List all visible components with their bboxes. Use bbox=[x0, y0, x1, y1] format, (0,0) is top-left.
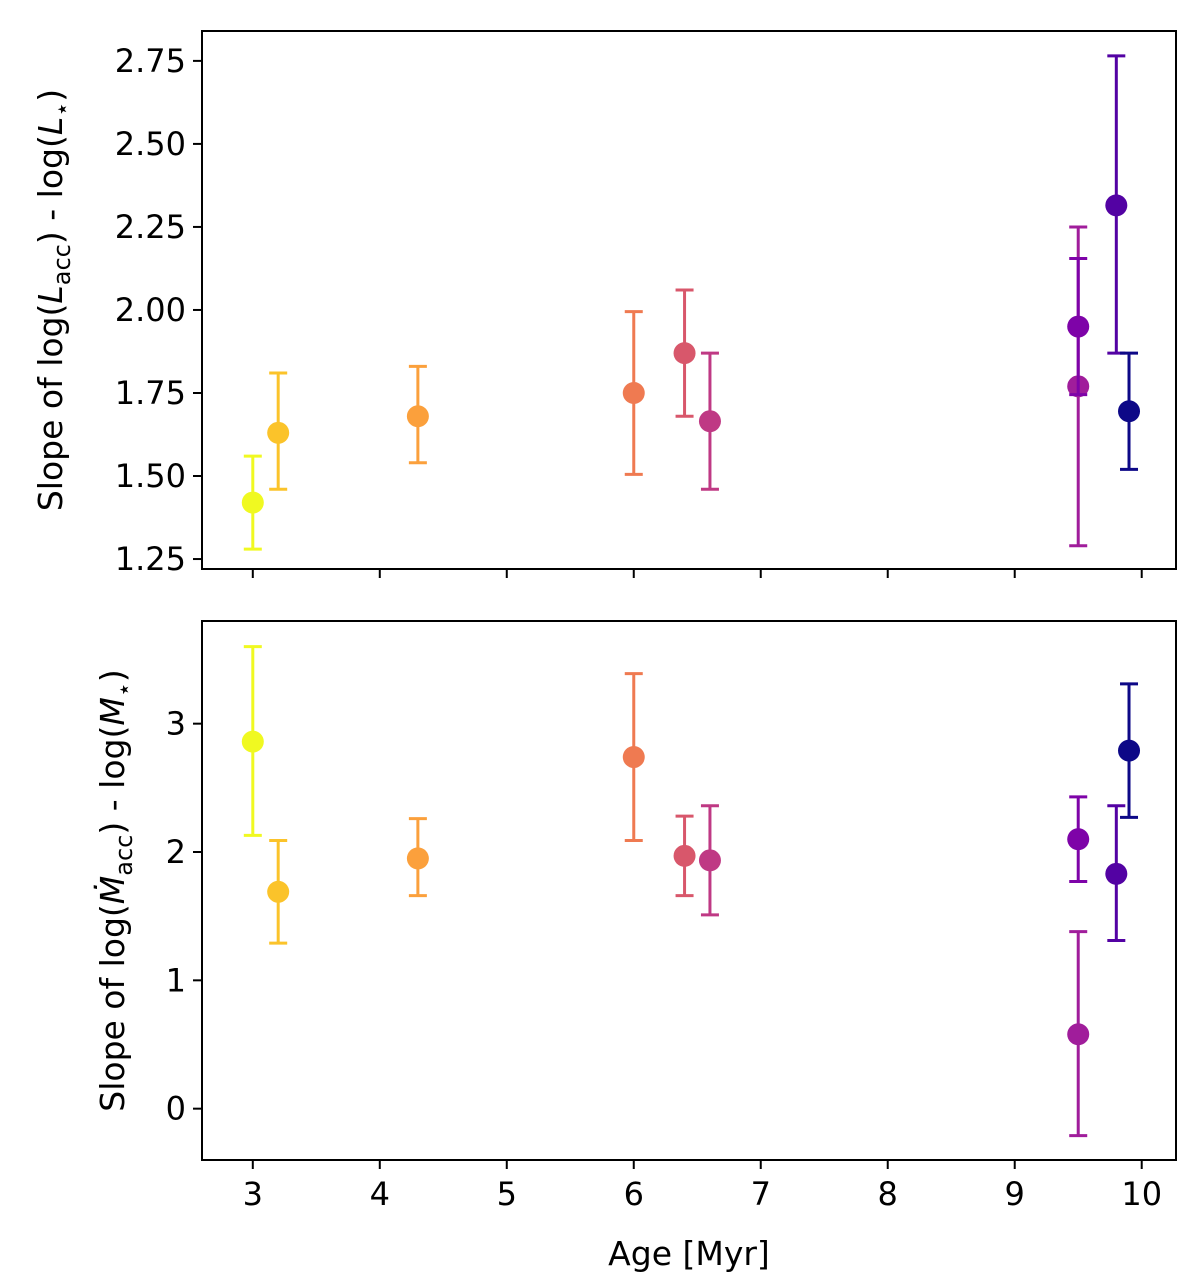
marker bbox=[1067, 315, 1090, 338]
top-panel-frame bbox=[201, 30, 1177, 570]
data-point bbox=[1067, 795, 1090, 884]
marker bbox=[1105, 194, 1128, 217]
data-point bbox=[673, 814, 696, 898]
marker bbox=[1067, 1023, 1090, 1046]
data-point bbox=[267, 838, 290, 945]
data-point bbox=[406, 817, 429, 898]
top-panel-marks bbox=[241, 54, 1141, 551]
x-tick-label: 7 bbox=[751, 1175, 771, 1213]
data-point bbox=[1105, 54, 1128, 355]
bottom-panel-y-ticks: 0 1 2 3 bbox=[166, 705, 202, 1128]
marker bbox=[673, 844, 696, 867]
data-point bbox=[1067, 930, 1090, 1138]
data-point bbox=[622, 672, 645, 842]
top-panel-y-ticks: 1.25 1.50 1.75 2.00 2.25 2.50 2.75 bbox=[115, 42, 202, 578]
marker bbox=[241, 730, 264, 753]
y-tick-label: 2.00 bbox=[115, 291, 186, 329]
marker bbox=[406, 405, 429, 428]
bottom-panel-frame bbox=[201, 620, 1177, 1161]
data-point bbox=[1105, 804, 1128, 943]
bottom-panel: 3 4 5 6 7 8 9 10 0 1 2 3 Slope of log(Ṁacc) - log(… bbox=[93, 620, 1177, 1273]
data-point bbox=[698, 351, 721, 491]
data-point bbox=[673, 288, 696, 418]
marker bbox=[1067, 828, 1090, 851]
marker bbox=[267, 880, 290, 903]
x-axis-label: Age [Myr] bbox=[608, 1234, 770, 1273]
y-tick-label: 1 bbox=[166, 961, 186, 999]
data-point bbox=[698, 804, 721, 917]
x-tick-label: 9 bbox=[1005, 1175, 1025, 1213]
marker bbox=[406, 847, 429, 870]
top-panel-y-axis-label: Slope of log(Lacc) - log(L⋆) bbox=[31, 89, 76, 511]
y-tick-label: 1.25 bbox=[115, 540, 186, 578]
y-tick-label: 1.75 bbox=[115, 374, 186, 412]
data-point bbox=[1067, 256, 1090, 397]
y-tick-label: 0 bbox=[166, 1090, 186, 1128]
marker bbox=[698, 410, 721, 433]
data-point bbox=[1118, 351, 1141, 471]
data-point bbox=[241, 454, 264, 551]
y-tick-label: 2.75 bbox=[115, 42, 186, 80]
y-tick-label: 1.50 bbox=[115, 457, 186, 495]
marker bbox=[698, 849, 721, 872]
bottom-panel-marks bbox=[241, 645, 1141, 1138]
data-point bbox=[267, 371, 290, 491]
y-tick-label: 2 bbox=[166, 833, 186, 871]
y-tick-label: 2.25 bbox=[115, 208, 186, 246]
x-tick-label: 5 bbox=[497, 1175, 517, 1213]
data-point bbox=[241, 645, 264, 837]
x-tick-label: 8 bbox=[878, 1175, 898, 1213]
bottom-panel-y-axis-label: Slope of log(Ṁacc) - log(M⋆) bbox=[93, 669, 138, 1111]
marker bbox=[622, 746, 645, 769]
bottom-panel-x-ticks: 3 4 5 6 7 8 9 10 bbox=[243, 1160, 1162, 1213]
data-point bbox=[406, 364, 429, 465]
top-panel-x-ticks bbox=[251, 569, 1143, 578]
marker bbox=[1105, 862, 1128, 885]
marker bbox=[622, 381, 645, 404]
x-tick-label: 6 bbox=[624, 1175, 644, 1213]
x-tick-label: 4 bbox=[370, 1175, 390, 1213]
x-tick-label: 3 bbox=[243, 1175, 263, 1213]
top-panel: 1.25 1.50 1.75 2.00 2.25 2.50 2.75 Slope of lo… bbox=[31, 30, 1177, 578]
data-point bbox=[1118, 682, 1141, 819]
marker bbox=[673, 342, 696, 365]
marker bbox=[241, 491, 264, 514]
marker bbox=[1118, 739, 1141, 762]
x-tick-label: 10 bbox=[1121, 1175, 1162, 1213]
y-tick-label: 3 bbox=[166, 705, 186, 743]
y-tick-label: 2.50 bbox=[115, 125, 186, 163]
marker bbox=[267, 421, 290, 444]
marker bbox=[1118, 400, 1141, 423]
data-point bbox=[622, 310, 645, 476]
